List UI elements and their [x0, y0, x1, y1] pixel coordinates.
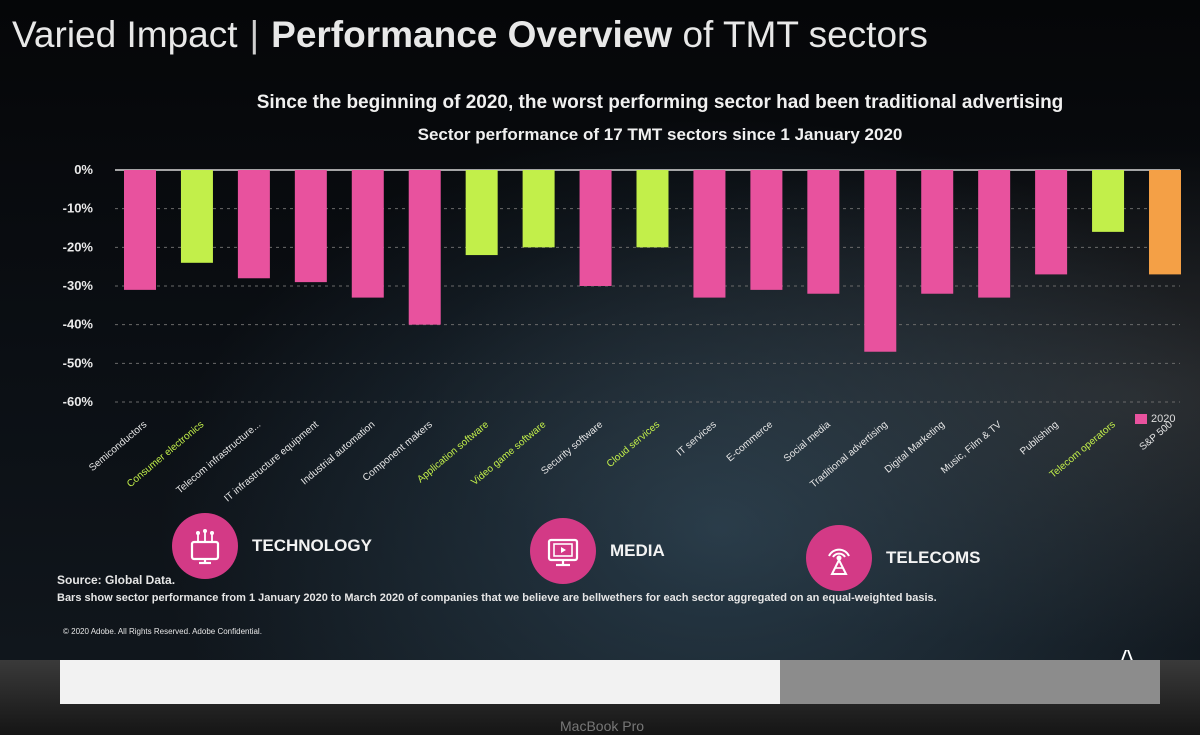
- bar-component-makers: [408, 170, 441, 325]
- title-bold: Performance Overview: [271, 14, 673, 55]
- bar-cloud-services: [636, 170, 669, 248]
- chart-subtitle-2: Sector performance of 17 TMT sectors sin…: [417, 125, 903, 144]
- bar-industrial-automation: [351, 170, 384, 298]
- slide: Varied Impact | Performance Overview of TM…: [0, 0, 1200, 666]
- bar-it-infrastructure-equipment: [294, 170, 327, 283]
- bar-traditional-advertising: [864, 170, 897, 352]
- technology-badge: TECHNOLOGY: [172, 513, 372, 579]
- media-icon: [530, 518, 596, 584]
- y-tick-label: 0%: [74, 162, 93, 177]
- media-label: MEDIA: [610, 541, 665, 560]
- screen-reflection-light: [60, 660, 780, 704]
- bar-chart: 0% -10% -20% -30% -40% -50% -60%: [63, 162, 1181, 409]
- y-tick-label: -20%: [63, 239, 94, 254]
- bar-consumer-electronics: [180, 170, 213, 263]
- bar-telecom-infrastructure-: [237, 170, 270, 279]
- chart-subtitle-1: Since the beginning of 2020, the worst p…: [256, 92, 1064, 113]
- title-rest: of TMT sectors: [682, 14, 928, 55]
- title-separator: |: [249, 14, 260, 55]
- telecoms-label: TELECOMS: [886, 548, 981, 567]
- screen-reflection-gray: [780, 660, 1160, 704]
- device-label: MacBook Pro: [560, 718, 645, 734]
- title-left: Varied Impact: [12, 14, 238, 55]
- legend: 2020: [1135, 413, 1175, 425]
- bar-e-commerce: [750, 170, 783, 290]
- y-tick-label: -60%: [63, 394, 94, 409]
- y-tick-label: -10%: [63, 201, 94, 216]
- bar-semiconductors: [124, 170, 156, 290]
- y-tick-label: -40%: [63, 317, 94, 332]
- broadcast-tower-icon: [806, 525, 872, 591]
- copyright: © 2020 Adobe. All Rights Reserved. Adobe…: [63, 627, 262, 636]
- y-tick-label: -50%: [63, 355, 94, 370]
- media-badge: MEDIA: [530, 518, 665, 584]
- bar-security-software: [579, 170, 612, 286]
- technology-icon: [172, 513, 238, 579]
- bar-publishing: [1035, 170, 1068, 275]
- slide-title: Varied Impact | Performance Overview of TM…: [12, 14, 928, 56]
- bar-music-film-tv: [978, 170, 1011, 298]
- bar-it-services: [693, 170, 726, 298]
- legend-label: 2020: [1151, 413, 1176, 425]
- bar-s-p-500: [1149, 170, 1181, 275]
- telecoms-badge: TELECOMS: [806, 525, 980, 591]
- methodology-note: Bars show sector performance from 1 Janu…: [57, 592, 937, 604]
- bar-application-software: [465, 170, 498, 256]
- y-tick-label: -30%: [63, 278, 94, 293]
- bar-telecom-operators: [1092, 170, 1125, 232]
- source-note: Source: Global Data.: [57, 573, 176, 587]
- bar-social-media: [807, 170, 840, 294]
- legend-swatch: [1135, 414, 1147, 424]
- bar-digital-marketing: [921, 170, 954, 294]
- bar-video-game-software: [522, 170, 555, 248]
- technology-label: TECHNOLOGY: [252, 536, 372, 555]
